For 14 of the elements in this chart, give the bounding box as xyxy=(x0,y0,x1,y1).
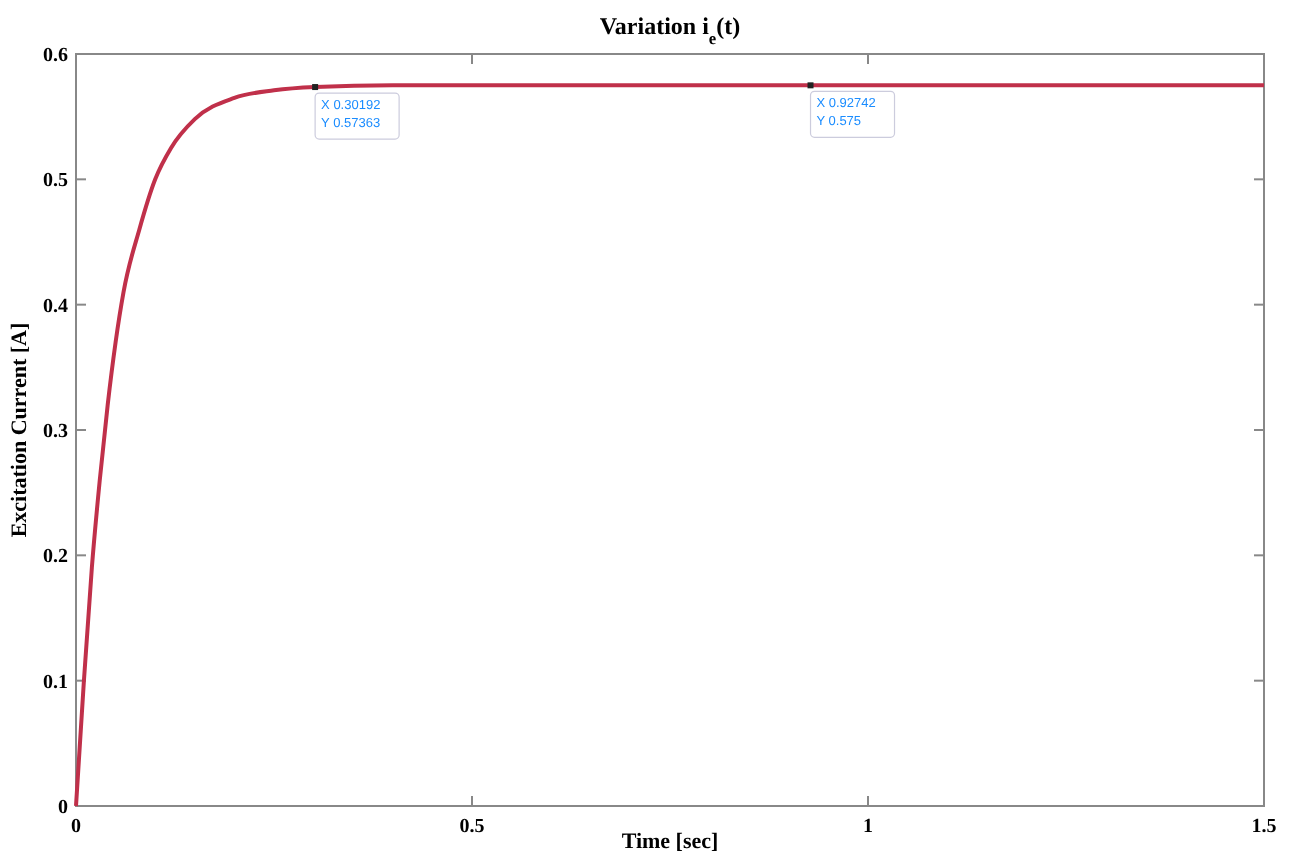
y-tick-label: 0.5 xyxy=(43,170,68,193)
y-tick-label: 0 xyxy=(58,797,68,819)
y-tick-label: 0.3 xyxy=(43,421,68,443)
x-axis-title: Time [sec] xyxy=(621,830,719,854)
y-tick-label: 0.2 xyxy=(43,546,68,569)
chart-title: Variation i$_{e}$(t) xyxy=(599,12,741,47)
y-axis-title: Excitation Current [A] xyxy=(8,322,32,538)
x-tick-label: 1 xyxy=(863,816,873,838)
x-tick-label: 0.5 xyxy=(459,816,485,838)
y-tick-label: 0.6 xyxy=(43,45,68,67)
x-tick-label: 1.5 xyxy=(1251,816,1277,838)
line-series xyxy=(74,82,1266,808)
y-tick-label: 0.1 xyxy=(43,671,68,694)
y-tick-label: 0.4 xyxy=(43,295,68,318)
